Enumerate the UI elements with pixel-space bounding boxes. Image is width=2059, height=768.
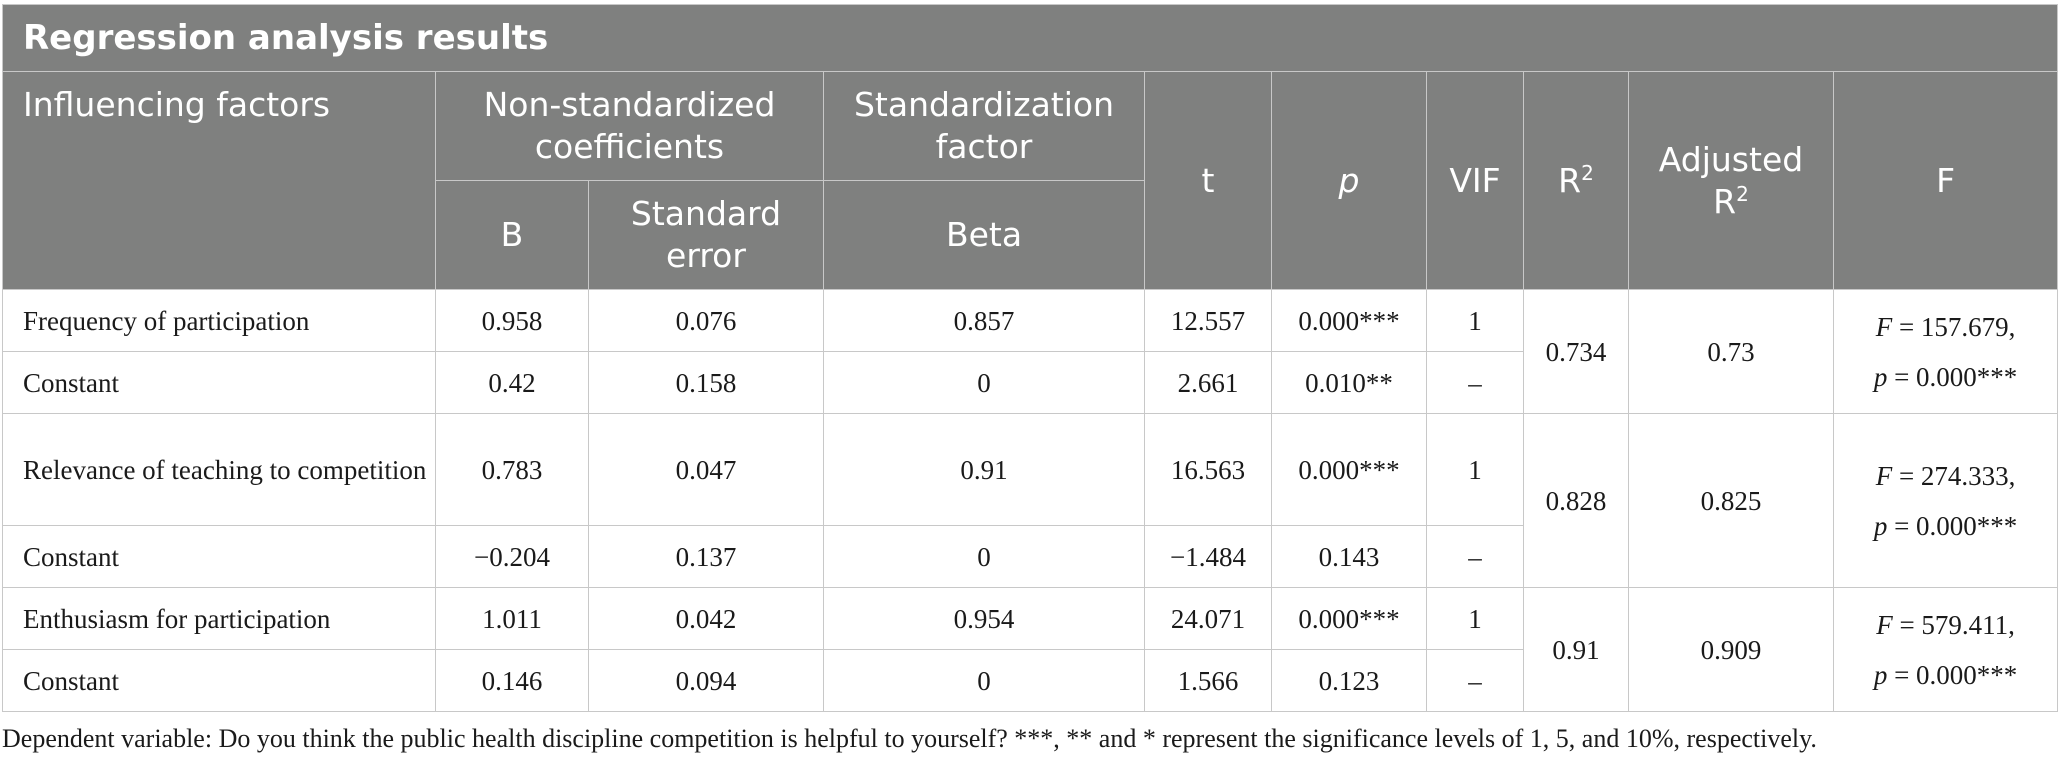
cell-beta: 0	[823, 649, 1145, 712]
cell-beta: 0.857	[823, 289, 1145, 352]
header-f: F	[1832, 71, 2059, 290]
header-non-standardized: Non-standardized coefficients	[435, 71, 824, 181]
cell-beta: 0.91	[823, 413, 1145, 526]
cell-factor: Constant	[2, 525, 436, 588]
cell-se: 0.137	[588, 525, 824, 588]
cell-r2: 0.828	[1523, 413, 1629, 588]
regression-table: Regression analysis results Influencing …	[1, 4, 2059, 712]
table-row: Relevance of teaching to competition 0.7…	[2, 413, 2059, 588]
header-adjusted-r2: Adjusted R2	[1628, 71, 1834, 290]
f-label: F	[1875, 311, 1893, 342]
cell-f-statistic: F = 274.333, p = 0.000***	[1832, 413, 2059, 588]
header-adjusted-r2-sup: 2	[1736, 181, 1749, 206]
header-row-groups: Influencing factors Non-standardized coe…	[2, 71, 2059, 290]
cell-p: 0.123	[1271, 649, 1427, 712]
p-label: p	[1873, 361, 1888, 392]
cell-beta: 0	[823, 351, 1145, 414]
cell-beta: 0.954	[823, 587, 1145, 650]
header-influencing-factors: Influencing factors	[2, 71, 436, 290]
regression-table-container: Regression analysis results Influencing …	[1, 4, 2059, 754]
cell-se: 0.076	[588, 289, 824, 352]
header-b: B	[435, 180, 589, 290]
cell-beta: 0	[823, 525, 1145, 588]
header-row-sub: B Standard error Beta	[3, 180, 2058, 290]
header-r2-sup: 2	[1581, 160, 1594, 185]
cell-b: 0.42	[435, 351, 589, 414]
header-standardization-factor: Standardization factor	[823, 71, 1145, 181]
table-title-row: Regression analysis results	[1, 4, 2059, 72]
p-value: = 0.000***	[1887, 510, 2018, 541]
header-t: t	[1144, 71, 1272, 290]
cell-t: 1.566	[1144, 649, 1272, 712]
table-title: Regression analysis results	[1, 4, 2059, 72]
f-value: = 274.333,	[1892, 460, 2016, 491]
cell-b: 0.958	[435, 289, 589, 352]
cell-se: 0.042	[588, 587, 824, 650]
table-row: Enthusiasm for participation 1.011 0.042…	[2, 587, 2059, 712]
table-row: Constant 0.42 0.158 0 2.661 0.010** –	[2, 351, 2058, 414]
header-standard-error: Standard error	[588, 180, 824, 290]
table-row: Constant −0.204 0.137 0 −1.484 0.143 –	[2, 525, 2058, 588]
table-footnote: Dependent variable: Do you think the pub…	[2, 724, 1817, 753]
cell-t: 2.661	[1144, 351, 1272, 414]
header-r2: R2	[1523, 71, 1629, 290]
cell-p: 0.010**	[1271, 351, 1427, 414]
cell-factor: Relevance of teaching to competition	[2, 413, 436, 526]
cell-b: 1.011	[435, 587, 589, 650]
cell-adjusted-r2: 0.825	[1628, 413, 1834, 588]
cell-factor: Enthusiasm for participation	[2, 587, 436, 650]
cell-t: 24.071	[1144, 587, 1272, 650]
f-value: = 579.411,	[1892, 609, 2015, 640]
cell-r2: 0.734	[1523, 289, 1629, 414]
header-p: p	[1271, 71, 1427, 290]
cell-factor: Constant	[2, 351, 436, 414]
p-label: p	[1873, 510, 1888, 541]
f-label: F	[1876, 609, 1893, 640]
header-p-text: p	[1338, 160, 1360, 200]
f-label: F	[1875, 460, 1893, 491]
cell-t: −1.484	[1144, 525, 1272, 588]
cell-vif: –	[1426, 649, 1524, 712]
p-value: = 0.000***	[1887, 659, 2018, 690]
cell-t: 16.563	[1144, 413, 1272, 526]
header-vif: VIF	[1426, 71, 1524, 290]
cell-f-statistic: F = 157.679, p = 0.000***	[1832, 289, 2059, 414]
cell-b: −0.204	[435, 525, 589, 588]
cell-p: 0.143	[1271, 525, 1427, 588]
cell-p: 0.000***	[1271, 289, 1427, 352]
cell-vif: 1	[1426, 413, 1524, 526]
table-row: Constant 0.146 0.094 0 1.566 0.123 –	[2, 649, 2058, 712]
table-row: Frequency of participation 0.958 0.076 0…	[2, 289, 2059, 414]
cell-b: 0.146	[435, 649, 589, 712]
cell-vif: 1	[1426, 587, 1524, 650]
p-value: = 0.000***	[1887, 361, 2018, 392]
header-r2-text: R	[1558, 160, 1582, 200]
header-beta: Beta	[823, 180, 1145, 290]
cell-f-statistic: F = 579.411, p = 0.000***	[1832, 587, 2059, 712]
cell-p: 0.000***	[1271, 587, 1427, 650]
cell-t: 12.557	[1144, 289, 1272, 352]
f-value: = 157.679,	[1892, 311, 2016, 342]
cell-se: 0.158	[588, 351, 824, 414]
cell-vif: –	[1426, 351, 1524, 414]
cell-adjusted-r2: 0.73	[1628, 289, 1834, 414]
cell-vif: –	[1426, 525, 1524, 588]
cell-factor: Frequency of participation	[2, 289, 436, 352]
header-adjusted-r2-text: Adjusted R	[1658, 139, 1804, 221]
cell-se: 0.047	[588, 413, 824, 526]
cell-vif: 1	[1426, 289, 1524, 352]
cell-r2: 0.91	[1523, 587, 1629, 712]
cell-adjusted-r2: 0.909	[1628, 587, 1834, 712]
p-label: p	[1873, 659, 1888, 690]
cell-factor: Constant	[2, 649, 436, 712]
cell-se: 0.094	[588, 649, 824, 712]
cell-b: 0.783	[435, 413, 589, 526]
cell-p: 0.000***	[1271, 413, 1427, 526]
